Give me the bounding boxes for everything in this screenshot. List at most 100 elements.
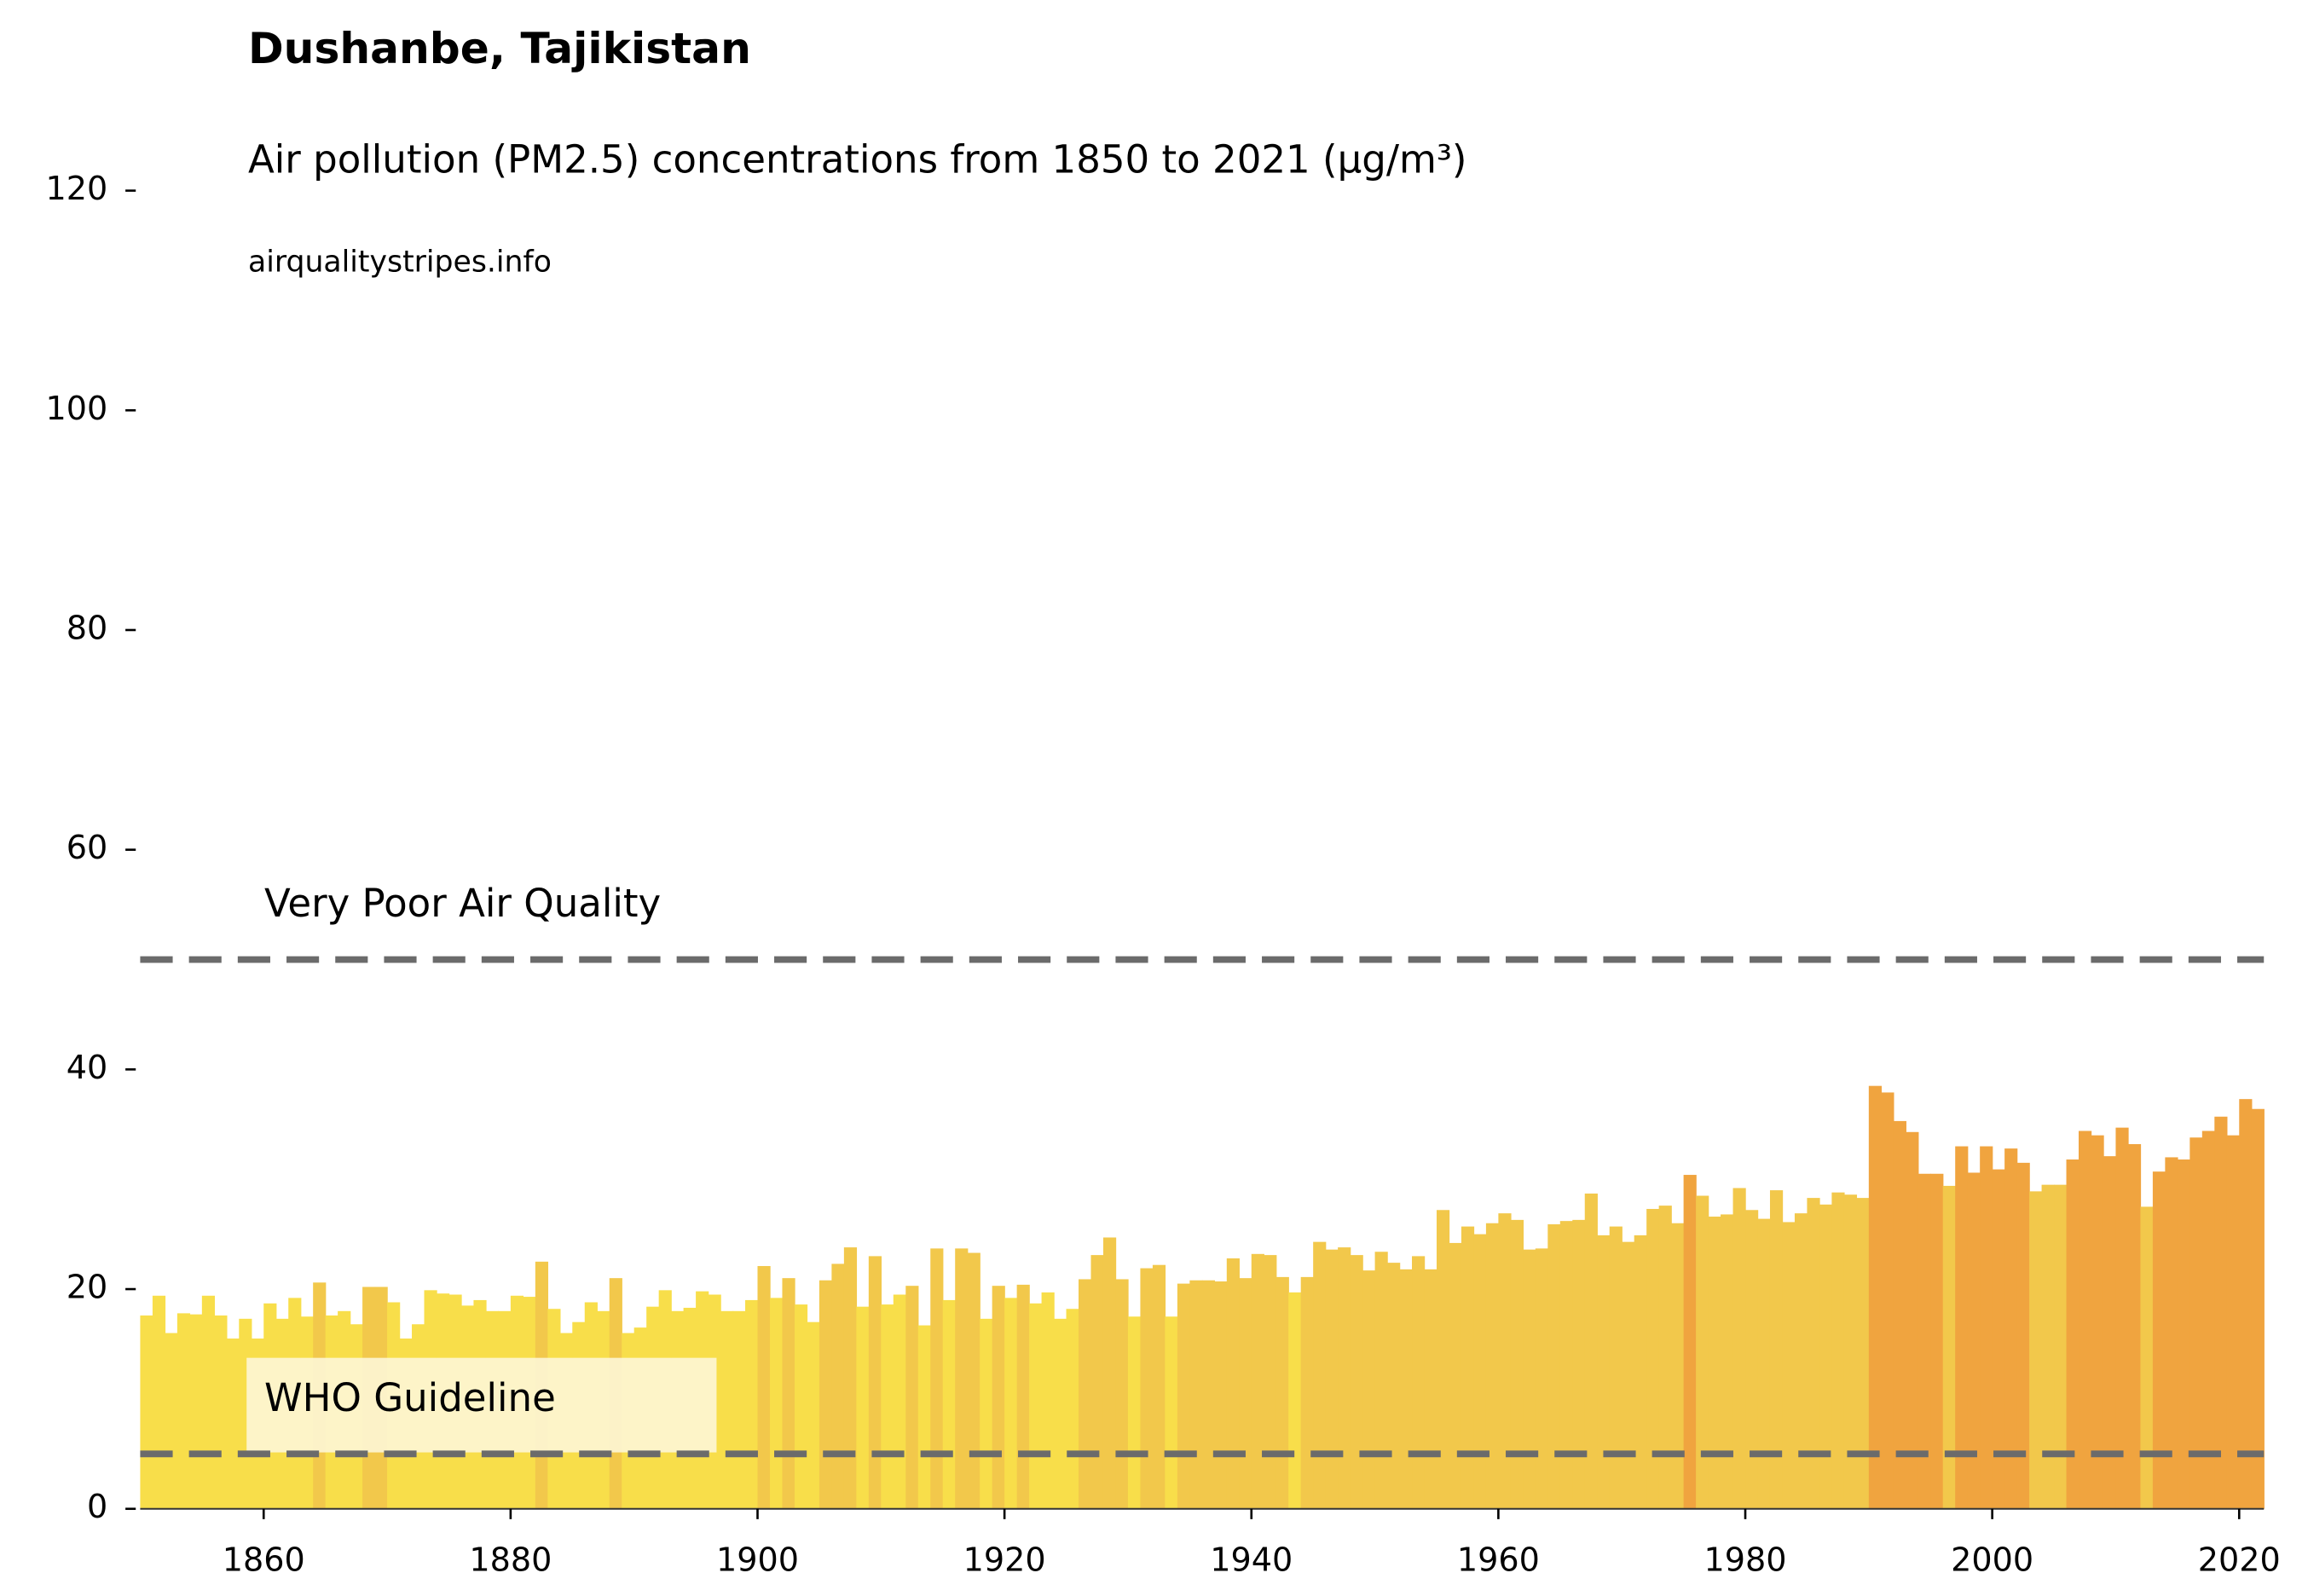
bar — [1054, 1318, 1067, 1509]
y-tick-label: 20 — [67, 1269, 108, 1306]
bar — [905, 1286, 919, 1509]
bar — [1090, 1255, 1104, 1509]
bar — [769, 1298, 784, 1509]
x-tick-label: 2020 — [2198, 1541, 2281, 1579]
bar — [856, 1306, 870, 1509]
bar — [1165, 1316, 1178, 1509]
bar — [881, 1304, 894, 1509]
bar — [2214, 1116, 2228, 1509]
bar — [2066, 1159, 2080, 1509]
bar — [1350, 1255, 1363, 1509]
reference-label: Very Poor Air Quality — [264, 881, 661, 926]
bar — [1794, 1213, 1808, 1509]
label-background — [246, 1357, 717, 1453]
bar — [1732, 1188, 1746, 1509]
bar — [1769, 1190, 1784, 1509]
bar — [201, 1295, 216, 1509]
bar — [732, 1310, 746, 1509]
bar — [189, 1314, 203, 1509]
bar — [745, 1299, 759, 1509]
y-tick-label: 0 — [87, 1488, 107, 1525]
bar — [1461, 1226, 1475, 1509]
bar — [1683, 1175, 1697, 1509]
bar — [1980, 1146, 1993, 1509]
bar — [1152, 1264, 1166, 1509]
bar — [1906, 1131, 1919, 1509]
bar — [807, 1321, 820, 1509]
bar — [1696, 1195, 1709, 1509]
bar — [992, 1286, 1005, 1509]
bar — [1609, 1226, 1623, 1509]
bar — [720, 1310, 734, 1509]
bar — [1646, 1208, 1660, 1509]
bar — [2165, 1157, 2178, 1509]
x-tick-label: 2000 — [1951, 1541, 2033, 1579]
x-tick-label: 1960 — [1457, 1541, 1540, 1579]
bar — [2054, 1184, 2068, 1509]
bar — [2152, 1171, 2166, 1509]
y-tick-label: 100 — [46, 390, 108, 427]
source: airqualitystripes.info — [248, 246, 552, 280]
x-tick-label: 1900 — [716, 1541, 799, 1579]
bar — [1214, 1281, 1228, 1509]
bar — [2041, 1184, 2055, 1509]
bar — [1041, 1292, 1055, 1509]
x-tick-label: 1860 — [223, 1541, 305, 1579]
bar — [214, 1315, 228, 1509]
bar — [1498, 1213, 1512, 1509]
bar — [1955, 1146, 1969, 1509]
bar — [1757, 1218, 1771, 1509]
bar — [1338, 1247, 1351, 1509]
bar — [1066, 1309, 1079, 1509]
bar — [1893, 1120, 1906, 1509]
bar — [1449, 1242, 1462, 1509]
bar — [1671, 1223, 1685, 1509]
bar — [1016, 1284, 1030, 1509]
bar — [1115, 1279, 1129, 1509]
bar — [967, 1252, 980, 1509]
bar — [1559, 1221, 1573, 1509]
bar — [893, 1294, 906, 1509]
bar — [1177, 1283, 1191, 1509]
bar — [868, 1256, 882, 1509]
bar — [1387, 1263, 1401, 1509]
bar — [1547, 1224, 1561, 1509]
bar — [2251, 1108, 2265, 1509]
bar — [1807, 1198, 1820, 1509]
y-tick-label: 80 — [67, 609, 108, 646]
bar — [1745, 1210, 1759, 1509]
bar — [152, 1295, 166, 1509]
bar — [1436, 1210, 1450, 1509]
x-tick-label: 1920 — [963, 1541, 1046, 1579]
bar — [1325, 1249, 1339, 1509]
bar — [942, 1299, 956, 1509]
bar — [1140, 1268, 1154, 1509]
bar — [757, 1265, 771, 1509]
bar — [1264, 1255, 1277, 1509]
bar — [819, 1280, 833, 1509]
chart-subtitle: Air pollution (PM2.5) concentrations fro… — [248, 137, 1467, 182]
bar — [1831, 1192, 1845, 1509]
bar — [843, 1247, 858, 1509]
bar — [1597, 1235, 1611, 1509]
bar — [2091, 1135, 2104, 1509]
bar — [1881, 1092, 1894, 1509]
bar — [1102, 1237, 1117, 1509]
bar — [1967, 1172, 1981, 1509]
bar — [1251, 1253, 1264, 1509]
bar — [1658, 1206, 1672, 1509]
bar — [2239, 1099, 2253, 1509]
chart-title: Dushanbe, Tajikistan — [248, 23, 751, 73]
bar — [1127, 1316, 1142, 1509]
bar — [2189, 1137, 2203, 1509]
bar — [980, 1318, 993, 1509]
bar — [1189, 1280, 1203, 1509]
bar — [782, 1278, 795, 1509]
bar — [1868, 1085, 1883, 1509]
bar — [2029, 1191, 2043, 1509]
bar — [831, 1264, 845, 1509]
bar — [226, 1339, 240, 1509]
bar — [1918, 1173, 1931, 1509]
bar — [1584, 1193, 1598, 1509]
